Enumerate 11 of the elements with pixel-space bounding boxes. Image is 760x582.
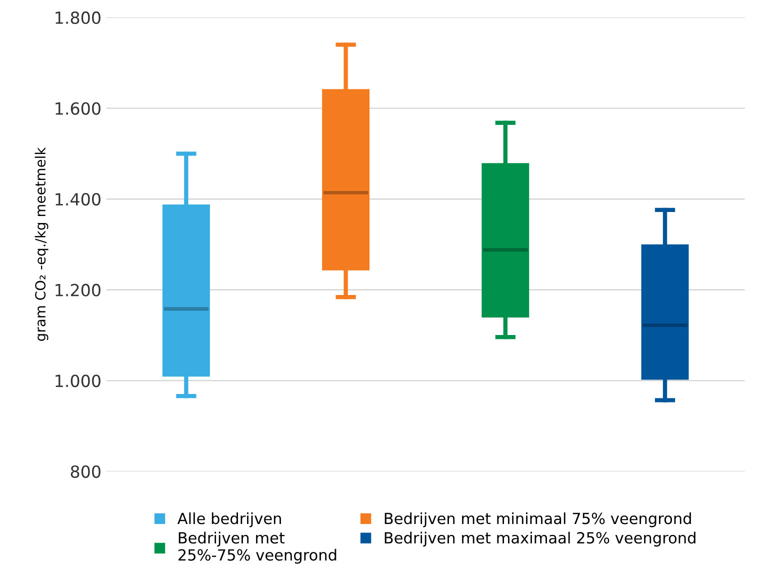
y-tick-label: 1.400 <box>56 193 100 206</box>
y-axis-title: gram CO₂ -eq./kg meetmelk <box>34 147 48 341</box>
legend-label: Alle bedrijven <box>177 512 281 528</box>
y-tick-label: 1.000 <box>56 374 100 388</box>
legend-label: Bedrijven met minimaal 75% veengrond <box>384 512 691 528</box>
legend-label: Bedrijven met maximaal 25% veengrond <box>384 532 696 547</box>
y-tick-label: 1.800 <box>56 11 100 24</box>
y-tick-label: 1.600 <box>56 102 100 115</box>
y-tick-label: 1.200 <box>56 284 100 296</box>
y-tick-label: 800 <box>70 465 100 478</box>
legend-label: Bedrijven met 25%-75% veengrond <box>178 532 336 564</box>
